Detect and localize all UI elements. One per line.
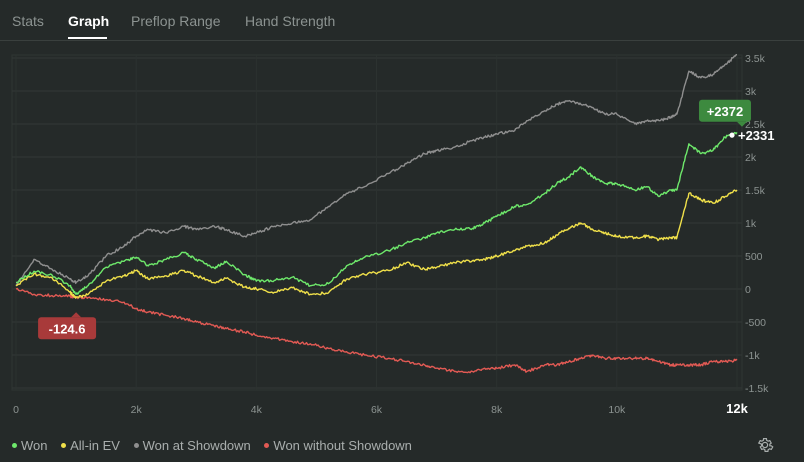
y-tick-label: 2.5k: [745, 119, 766, 131]
y-tick-label: -1k: [745, 350, 760, 362]
legend-item-won-at-showdown[interactable]: Won at Showdown: [133, 438, 251, 453]
legend-dot-won-at-showdown: [133, 443, 139, 449]
y-tick-label: 2k: [745, 152, 757, 164]
won-badge: [698, 99, 751, 122]
legend-label-won-without-showdown: Won without Showdown: [273, 438, 412, 453]
min-badge-label: -124.6: [49, 321, 86, 336]
legend-item-won-without-showdown[interactable]: Won without Showdown: [264, 438, 412, 453]
y-tick-label: 1k: [745, 218, 757, 230]
x-tick-label: 4k: [251, 404, 263, 416]
min-badge: [38, 317, 97, 340]
series-line-all-in-ev: [15, 189, 738, 299]
y-tick-label: -1.5k: [745, 383, 769, 395]
legend-label-won-at-showdown: Won at Showdown: [142, 438, 251, 453]
legend-label-won: Won: [21, 438, 48, 453]
profit-graph: 3.5k 3k 2.5k 2k 1.5k 1k 500 0 -500 -1k -1.5k 0 2k 4k 6…: [11, 53, 775, 416]
x-tick-label: 8k: [491, 404, 503, 416]
legend-dot-won-without-showdown: [264, 443, 270, 449]
gear-icon[interactable]: [756, 436, 774, 454]
y-tick-label: 0: [745, 284, 751, 296]
series-line-won-at-showdown: [15, 54, 737, 287]
legend-dot-won: [12, 443, 17, 449]
won-badge-label: +2372: [707, 104, 744, 119]
tab-graph[interactable]: Graph: [68, 13, 110, 29]
active-tab-indicator: [68, 37, 107, 39]
legend-item-allin-ev[interactable]: All-in EV: [61, 438, 120, 453]
won-badge-pointer: [736, 121, 747, 127]
x-tick-label: 6k: [371, 404, 383, 416]
x-tick-label: 2k: [131, 404, 143, 416]
series-line-won-without-showdown: [15, 287, 738, 374]
legend-item-won[interactable]: Won: [12, 438, 48, 453]
x-tick-label: 12k: [726, 401, 748, 416]
tab-preflop-range[interactable]: Preflop Range: [131, 13, 221, 29]
legend-label-allin-ev: All-in EV: [70, 438, 120, 453]
ev-end-marker: [729, 132, 735, 138]
chart-legend: Won All-in EV Won at Showdown Won withou…: [12, 438, 422, 453]
y-tick-label: 500: [745, 251, 763, 263]
x-tick-label: 0: [13, 404, 19, 416]
legend-dot-allin-ev: [61, 443, 67, 449]
tab-bar: Stats Graph Preflop Range Hand Strength: [0, 0, 804, 41]
y-tick-label: 3k: [745, 86, 757, 98]
series-line-won: [16, 131, 738, 295]
ev-end-label: +2331: [738, 128, 775, 143]
tab-stats[interactable]: Stats: [12, 13, 44, 29]
tab-hand-strength[interactable]: Hand Strength: [245, 13, 336, 29]
y-tick-label: 3.5k: [745, 53, 766, 65]
x-tick-label: 10k: [608, 404, 626, 416]
min-badge-pointer: [71, 312, 82, 318]
y-tick-label: -500: [745, 317, 766, 329]
y-tick-label: 1.5k: [745, 185, 766, 197]
